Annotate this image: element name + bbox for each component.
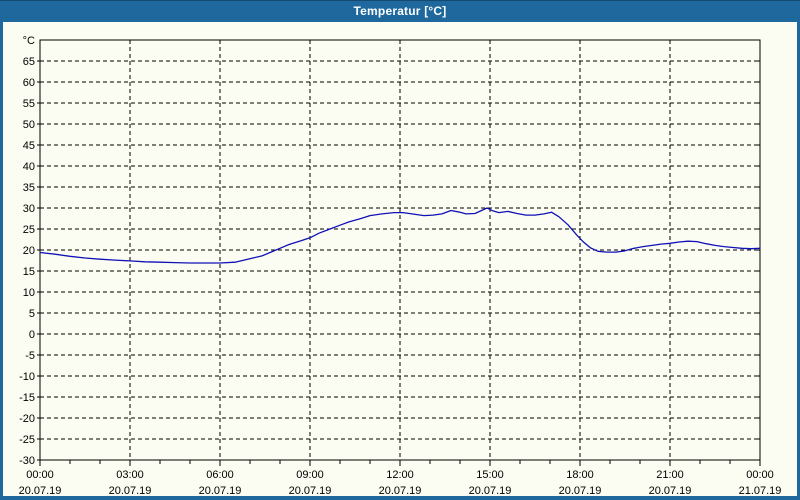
x-tick-date-label: 20.07.19 [649,485,692,496]
x-tick-date-label: 20.07.19 [109,485,152,496]
y-tick-label: 25 [23,224,35,236]
y-tick-label: -10 [19,371,35,383]
chart-area: 65 60 55 50 45 40 35 30 25 20 15 10 5 0 -5 -10 -15 -20 -25… [3,22,797,497]
x-tick-time-label: 00:00 [26,469,54,481]
y-tick-label: 15 [23,266,35,278]
y-tick-label: 35 [23,182,35,194]
temperature-chart-svg: 65605550454035302520151050-5-10-15-20-25… [19,35,782,497]
x-tick-date-label: 20.07.19 [289,485,332,496]
y-tick-label: 50 [23,119,35,131]
axes-layer [37,39,761,466]
y-tick-label: 20 [23,245,35,257]
y-tick-label: -25 [19,434,35,446]
y-tick-label: 65 [23,56,35,68]
x-tick-time-label: 09:00 [296,469,324,481]
x-tick-time-label: 03:00 [116,469,144,481]
x-tick-date-label: 20.07.19 [19,485,62,496]
y-tick-label: 60 [23,77,35,89]
y-tick-label: 55 [23,98,35,110]
y-tick-label: 10 [23,287,35,299]
x-tick-date-label: 20.07.19 [469,485,512,496]
temperature-series-line [39,207,761,264]
x-tick-date-label: 20.07.19 [559,485,602,496]
x-tick-time-label: 18:00 [566,469,594,481]
y-tick-label: 30 [23,203,35,215]
y-tick-label: 40 [23,161,35,173]
window-title: Temperatur [°C] [353,4,447,18]
label-layer: 65605550454035302520151050-5-10-15-20-25… [19,35,782,497]
y-axis-unit-label: °C [23,35,35,47]
y-tick-label: 5 [29,308,35,320]
x-tick-time-label: 00:00 [746,469,774,481]
x-tick-time-label: 21:00 [656,469,684,481]
x-tick-time-label: 12:00 [386,469,414,481]
y-tick-label: -15 [19,392,35,404]
grid-layer [40,40,760,460]
x-tick-time-label: 06:00 [206,469,234,481]
series-layer [39,207,761,264]
y-tick-label: 45 [23,140,35,152]
y-tick-label: -5 [25,350,35,362]
x-tick-date-label: 20.07.19 [199,485,242,496]
x-tick-date-label: 21.07.19 [739,485,782,496]
x-tick-date-label: 20.07.19 [379,485,422,496]
y-tick-label: -20 [19,413,35,425]
y-tick-label: -30 [19,455,35,467]
window-title-bar: Temperatur [°C] [0,0,800,22]
x-tick-time-label: 15:00 [476,469,504,481]
y-tick-label: 0 [29,329,35,341]
